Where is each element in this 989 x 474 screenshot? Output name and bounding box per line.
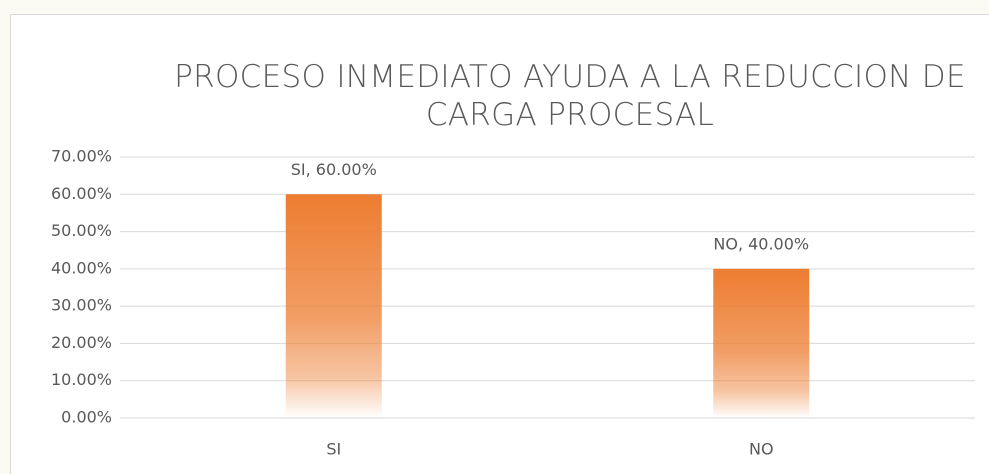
chart-title: PROCESO INMEDIATO AYUDA A LA REDUCCION D…	[174, 59, 966, 133]
y-tick-label: 10.00%	[51, 370, 112, 389]
y-tick-label: 0.00%	[61, 408, 112, 427]
bar	[285, 194, 382, 418]
y-tick-label: 70.00%	[51, 147, 112, 166]
y-tick-label: 30.00%	[51, 296, 112, 315]
data-label: SI, 60.00%	[291, 160, 377, 179]
y-tick-label: 50.00%	[51, 221, 112, 240]
x-tick-label: NO	[749, 440, 774, 459]
y-tick-label: 60.00%	[51, 184, 112, 203]
data-label: NO, 40.00%	[713, 234, 809, 253]
y-tick-label: 40.00%	[51, 258, 112, 277]
y-tick-label: 20.00%	[51, 333, 112, 352]
bar	[713, 268, 810, 418]
x-tick-label: SI	[326, 440, 341, 459]
chart-area	[10, 14, 989, 474]
